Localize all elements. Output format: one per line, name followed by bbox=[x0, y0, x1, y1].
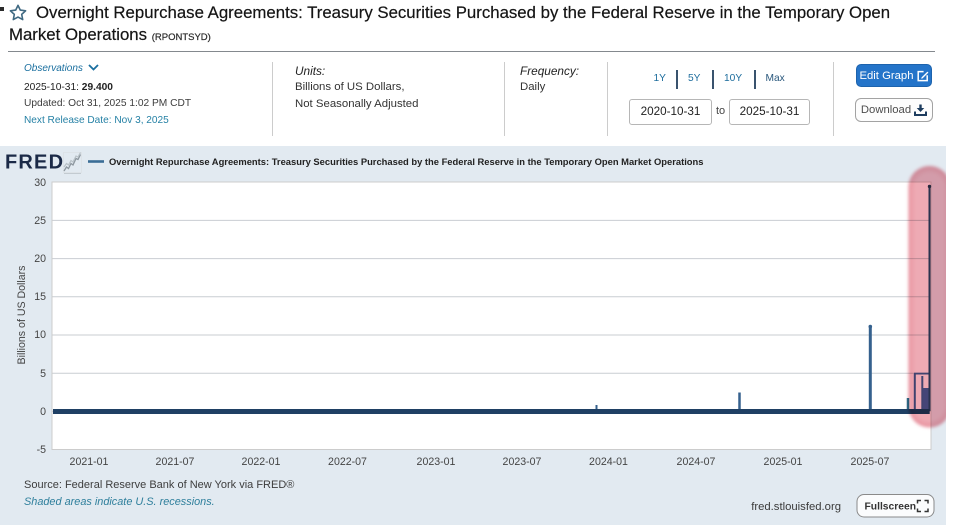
svg-text:-5: -5 bbox=[37, 444, 47, 456]
svg-text:2021-01: 2021-01 bbox=[70, 456, 109, 468]
svg-text:10: 10 bbox=[34, 329, 46, 341]
svg-text:Fullscreen: Fullscreen bbox=[865, 502, 917, 513]
svg-text:2021-07: 2021-07 bbox=[156, 456, 195, 468]
svg-text:2025-01: 2025-01 bbox=[764, 456, 803, 468]
svg-text:5: 5 bbox=[40, 368, 46, 380]
svg-text:25: 25 bbox=[34, 215, 46, 227]
svg-text:Overnight Repurchase Agreement: Overnight Repurchase Agreements: Treasur… bbox=[109, 156, 703, 167]
svg-text:fred.stlouisfed.org: fred.stlouisfed.org bbox=[751, 501, 841, 513]
svg-text:FRED: FRED bbox=[5, 152, 64, 174]
svg-text:15: 15 bbox=[34, 291, 46, 303]
svg-text:Billions of US Dollars: Billions of US Dollars bbox=[16, 266, 28, 365]
svg-text:2022-07: 2022-07 bbox=[328, 456, 367, 468]
svg-text:Source: Federal Reserve Bank o: Source: Federal Reserve Bank of New York… bbox=[24, 479, 294, 491]
svg-text:30: 30 bbox=[34, 177, 46, 189]
svg-text:2024-07: 2024-07 bbox=[677, 456, 716, 468]
svg-text:2023-07: 2023-07 bbox=[503, 456, 542, 468]
svg-text:2022-01: 2022-01 bbox=[242, 456, 281, 468]
svg-text:2023-01: 2023-01 bbox=[417, 456, 456, 468]
svg-text:20: 20 bbox=[34, 253, 46, 265]
svg-text:2025-07: 2025-07 bbox=[851, 456, 890, 468]
svg-text:2024-01: 2024-01 bbox=[589, 456, 628, 468]
svg-text:0: 0 bbox=[40, 406, 46, 418]
svg-text:Shaded areas indicate U.S. rec: Shaded areas indicate U.S. recessions. bbox=[24, 496, 215, 508]
